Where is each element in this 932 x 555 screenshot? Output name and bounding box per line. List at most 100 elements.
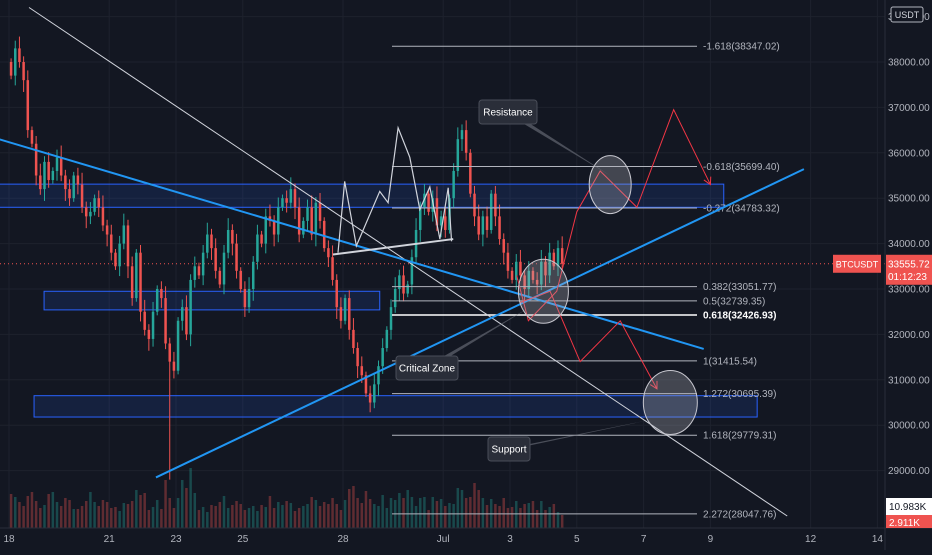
volume-bar xyxy=(506,508,510,528)
price-tick-label: 33000.00 xyxy=(888,285,930,296)
candle-body xyxy=(456,139,460,171)
candle-body xyxy=(406,284,409,294)
volume-bar xyxy=(222,496,226,528)
candle-body xyxy=(130,266,134,299)
volume-bar xyxy=(172,508,176,528)
volume-bar xyxy=(197,510,201,528)
candle-body xyxy=(93,198,96,212)
volume-bar xyxy=(356,498,359,528)
candle-body xyxy=(151,311,155,339)
volume-bar xyxy=(193,493,197,528)
candle-body xyxy=(172,361,176,371)
volume-bar xyxy=(519,508,522,528)
volume-bar xyxy=(560,515,564,528)
time-tick-label: 14 xyxy=(872,534,884,545)
volume-bar xyxy=(251,506,255,528)
volume-bar xyxy=(30,492,34,528)
candle-body xyxy=(110,234,113,253)
volume-bar xyxy=(331,498,334,528)
volume-bar xyxy=(264,507,268,528)
candle-body xyxy=(360,366,364,376)
candle-body xyxy=(527,270,531,289)
candle-body xyxy=(452,170,455,199)
candle-body xyxy=(55,157,59,171)
candle-body xyxy=(368,393,372,403)
candle-body xyxy=(318,202,322,221)
volume-bar xyxy=(101,500,105,528)
candle-body xyxy=(389,307,393,330)
candle-body xyxy=(76,175,80,185)
candle-body xyxy=(84,207,88,217)
symbol-badge xyxy=(833,254,881,273)
candle-body xyxy=(439,216,443,226)
volume-bar xyxy=(26,496,30,528)
volume-bar xyxy=(418,498,422,528)
candle-body xyxy=(289,189,293,203)
bullish-arrow-head xyxy=(703,176,712,186)
volume-bar xyxy=(226,508,230,528)
volume-bar xyxy=(302,506,305,528)
candle-body xyxy=(356,348,359,367)
candle-body xyxy=(168,343,171,362)
candle-body xyxy=(427,193,430,212)
volume-bar xyxy=(143,493,146,528)
candle-body xyxy=(210,234,213,249)
volume-bar xyxy=(285,501,288,528)
volume-bar xyxy=(185,488,188,528)
price-tick-label: 37000.00 xyxy=(888,103,930,114)
support-zone xyxy=(33,395,758,418)
fib-level-label: -0.618(35699.40) xyxy=(703,162,780,173)
fib-level-label: 1.272(30695.39) xyxy=(703,389,776,400)
volume-bar xyxy=(256,511,259,528)
volume-bar xyxy=(210,505,213,528)
bearish-arrow-head xyxy=(649,380,658,390)
volume-bar xyxy=(414,506,418,528)
volume-bar xyxy=(494,504,497,528)
volume-bar xyxy=(523,504,526,528)
fib-level-label: -1.618(38347.02) xyxy=(703,42,780,53)
volume-bar xyxy=(268,496,272,528)
price-tick-label: 35000.00 xyxy=(888,194,930,205)
candle-body xyxy=(214,248,217,271)
price-tick-label: 31000.00 xyxy=(888,375,930,386)
candle-body xyxy=(14,48,17,76)
volume-bar xyxy=(93,502,96,528)
last-price-label: 33555.72 xyxy=(888,259,930,270)
volume-bar xyxy=(201,507,205,528)
candle-body xyxy=(222,252,226,285)
bearish-projection xyxy=(519,290,658,390)
candle-body xyxy=(523,275,526,289)
volume-bar xyxy=(122,503,126,528)
candle-body xyxy=(489,193,493,230)
candle-body xyxy=(410,257,414,285)
candle-body xyxy=(235,243,238,271)
volume-bar xyxy=(335,504,338,528)
candle-body xyxy=(268,216,272,221)
resistance-callout-label: Resistance xyxy=(483,108,533,119)
head-and-shoulders xyxy=(337,125,453,253)
fib-level-label: 2.272(28047.76) xyxy=(703,509,776,520)
volume-bar xyxy=(435,501,439,528)
candle-body xyxy=(160,289,163,299)
candle-body xyxy=(552,252,556,267)
volume-bar xyxy=(110,508,113,528)
time-tick-label: Jul xyxy=(437,534,450,545)
candle-body xyxy=(272,220,276,235)
candle-body xyxy=(393,289,397,308)
volume-bar xyxy=(423,497,426,528)
candles xyxy=(9,36,564,480)
volume-bar xyxy=(322,502,326,528)
candle-body xyxy=(97,198,101,208)
volume-bar xyxy=(385,508,389,528)
volume-bar xyxy=(126,504,130,528)
price-tick-label: 34000.00 xyxy=(888,239,930,250)
volume-bar xyxy=(297,508,301,528)
support-callout-pointer xyxy=(505,418,657,449)
volume-bar xyxy=(381,495,384,528)
volume-bar xyxy=(527,503,531,528)
resistance-marker xyxy=(588,155,632,215)
candle-body xyxy=(435,198,439,226)
time-tick-label: 28 xyxy=(337,534,349,545)
